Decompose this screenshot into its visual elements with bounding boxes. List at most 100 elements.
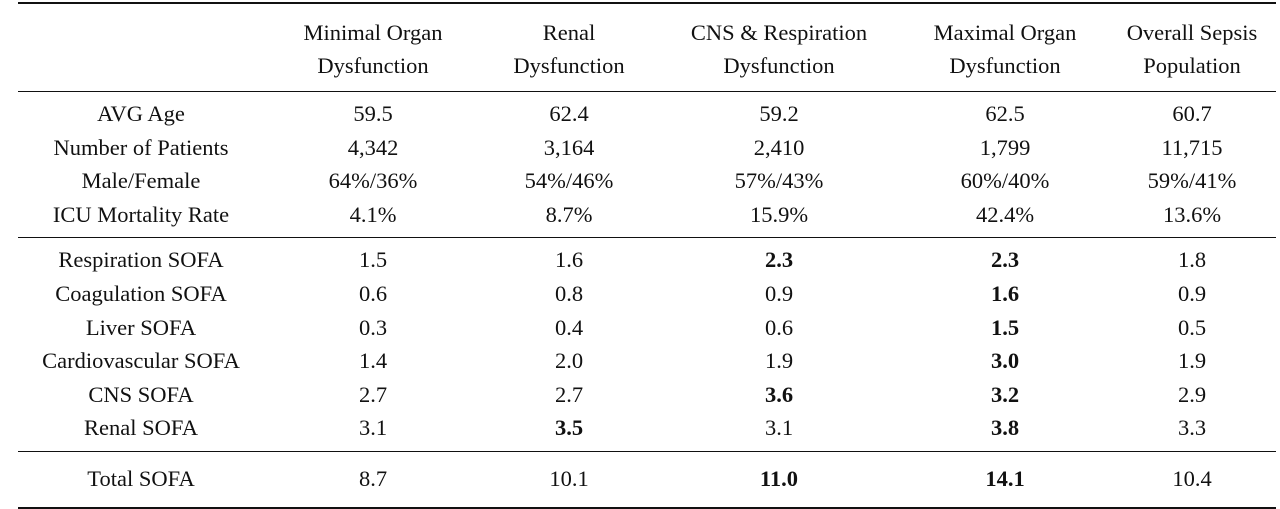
table-row: Male/Female 64%/36% 54%/46% 57%/43% 60%/40% 5… — [18, 164, 1276, 198]
table-row: Cardiovascular SOFA 1.4 2.0 1.9 3.0 1.9 — [18, 344, 1276, 378]
table-cell: 2.3 — [990, 247, 1020, 273]
table-cell: 0.8 — [554, 280, 584, 306]
table-row: Coagulation SOFA 0.6 0.8 0.9 1.6 0.9 — [18, 277, 1276, 311]
table-cell: 3.2 — [990, 381, 1020, 407]
table-cell: 8.7% — [545, 201, 593, 227]
column-header-line: Renal — [542, 20, 596, 45]
row-label: Cardiovascular SOFA — [42, 348, 240, 374]
column-header-minimal-organ-dysfunction: Minimal Organ Dysfunction — [264, 3, 482, 92]
table-cell: 3,164 — [543, 134, 595, 160]
table-cell: 60%/40% — [960, 168, 1050, 194]
total-section: Total SOFA 8.7 10.1 11.0 14.1 10.4 — [18, 451, 1276, 508]
table-cell: 14.1 — [985, 465, 1025, 491]
row-label: Number of Patients — [53, 134, 229, 160]
table-figure: Minimal Organ Dysfunction Renal Dysfunct… — [18, 3, 1276, 508]
column-header-maximal-organ-dysfunction: Maximal Organ Dysfunction — [902, 3, 1108, 92]
table-cell: 62.4 — [549, 101, 589, 126]
column-header-line: Overall Sepsis — [1126, 20, 1258, 45]
table-cell: 8.7 — [358, 465, 388, 491]
table-cell: 42.4% — [975, 201, 1035, 227]
header-corner — [18, 3, 264, 92]
header-row: Minimal Organ Dysfunction Renal Dysfunct… — [18, 3, 1276, 92]
row-label: Male/Female — [81, 168, 201, 194]
table-cell: 0.6 — [764, 314, 794, 340]
table-cell: 3.1 — [764, 415, 794, 441]
table-row: Respiration SOFA 1.5 1.6 2.3 2.3 1.8 — [18, 238, 1276, 277]
row-label: CNS SOFA — [88, 381, 194, 407]
table-cell: 2.3 — [764, 247, 794, 273]
table-cell: 1.5 — [990, 314, 1020, 340]
table-row: ICU Mortality Rate 4.1% 8.7% 15.9% 42.4% 13.6… — [18, 198, 1276, 238]
column-header-line: Dysfunction — [723, 53, 835, 78]
table-cell: 64%/36% — [328, 168, 418, 194]
sepsis-phenotype-table: Minimal Organ Dysfunction Renal Dysfunct… — [18, 2, 1276, 509]
column-header-line: Dysfunction — [513, 53, 625, 78]
column-header-line: Maximal Organ — [933, 20, 1077, 45]
table-row: AVG Age 59.5 62.4 59.2 62.5 60.7 — [18, 92, 1276, 131]
row-label: Total SOFA — [87, 465, 195, 491]
table-cell: 3.6 — [764, 381, 794, 407]
row-label: AVG Age — [97, 101, 185, 126]
table-cell: 10.4 — [1172, 465, 1212, 491]
sofa-section: Respiration SOFA 1.5 1.6 2.3 2.3 1.8 Coagulati… — [18, 238, 1276, 452]
column-header-renal-dysfunction: Renal Dysfunction — [482, 3, 656, 92]
table-cell: 1.6 — [990, 280, 1020, 306]
table-cell: 2.7 — [554, 381, 584, 407]
row-label: Coagulation SOFA — [55, 280, 227, 306]
table-cell: 3.3 — [1177, 415, 1207, 441]
table-cell: 3.8 — [990, 415, 1020, 441]
table-cell: 1,799 — [979, 134, 1031, 160]
row-label: ICU Mortality Rate — [52, 201, 230, 227]
column-header-line: Dysfunction — [317, 53, 429, 78]
table-cell: 2.0 — [554, 348, 584, 374]
table-header: Minimal Organ Dysfunction Renal Dysfunct… — [18, 3, 1276, 92]
table-cell: 3.5 — [554, 415, 584, 441]
table-row: Total SOFA 8.7 10.1 11.0 14.1 10.4 — [18, 451, 1276, 508]
table-cell: 0.9 — [1177, 280, 1207, 306]
table-cell: 1.9 — [764, 348, 794, 374]
table-cell: 54%/46% — [524, 168, 614, 194]
table-cell: 0.9 — [764, 280, 794, 306]
table-cell: 10.1 — [549, 465, 589, 491]
table-cell: 1.4 — [358, 348, 388, 374]
table-cell: 15.9% — [749, 201, 809, 227]
table-cell: 1.5 — [358, 247, 388, 273]
table-cell: 2,410 — [753, 134, 805, 160]
column-header-line: Population — [1143, 53, 1241, 78]
column-header-overall-sepsis-population: Overall Sepsis Population — [1108, 3, 1276, 92]
table-cell: 1.8 — [1177, 247, 1207, 273]
table-cell: 1.6 — [554, 247, 584, 273]
table-cell: 59.2 — [759, 101, 799, 126]
table-cell: 3.0 — [990, 348, 1020, 374]
column-header-cns-respiration-dysfunction: CNS & Respiration Dysfunction — [656, 3, 902, 92]
table-cell: 2.7 — [358, 381, 388, 407]
table-cell: 0.3 — [358, 314, 388, 340]
table-cell: 60.7 — [1172, 101, 1212, 126]
table-cell: 2.9 — [1177, 381, 1207, 407]
column-header-line: Minimal Organ — [303, 20, 443, 45]
table-row: Renal SOFA 3.1 3.5 3.1 3.8 3.3 — [18, 411, 1276, 452]
table-cell: 11.0 — [759, 465, 799, 491]
row-label: Respiration SOFA — [58, 247, 224, 273]
table-cell: 0.5 — [1177, 314, 1207, 340]
table-cell: 11,715 — [1161, 134, 1223, 160]
column-header-line: Dysfunction — [949, 53, 1061, 78]
table-row: CNS SOFA 2.7 2.7 3.6 3.2 2.9 — [18, 378, 1276, 412]
table-cell: 59%/41% — [1147, 168, 1237, 194]
row-label: Renal SOFA — [84, 415, 198, 441]
column-header-line: CNS & Respiration — [690, 20, 868, 45]
table-cell: 4,342 — [347, 134, 399, 160]
table-cell: 0.4 — [554, 314, 584, 340]
table-cell: 4.1% — [349, 201, 397, 227]
table-row: Number of Patients 4,342 3,164 2,410 1,799 11… — [18, 131, 1276, 165]
table-cell: 57%/43% — [734, 168, 824, 194]
table-cell: 3.1 — [358, 415, 388, 441]
row-label: Liver SOFA — [85, 314, 197, 340]
table-cell: 59.5 — [353, 101, 393, 126]
table-row: Liver SOFA 0.3 0.4 0.6 1.5 0.5 — [18, 311, 1276, 345]
table-cell: 1.9 — [1177, 348, 1207, 374]
table-cell: 0.6 — [358, 280, 388, 306]
table-cell: 62.5 — [985, 101, 1025, 126]
demographics-section: AVG Age 59.5 62.4 59.2 62.5 60.7 Number of Pat… — [18, 92, 1276, 238]
table-cell: 13.6% — [1162, 201, 1222, 227]
